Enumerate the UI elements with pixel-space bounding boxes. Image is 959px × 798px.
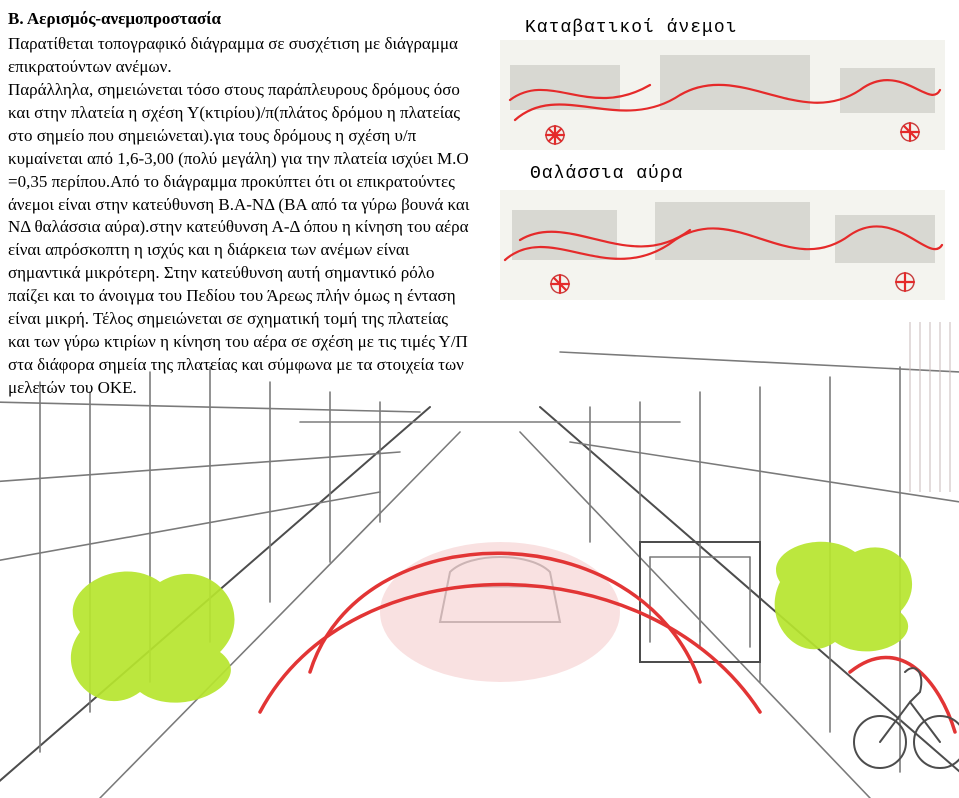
- diagram-thalassia: [500, 190, 945, 300]
- diagram-katavatikoi: [500, 40, 945, 150]
- label-katavatikoi: Καταβατικοί άνεμοι: [525, 18, 737, 38]
- label-thalassia: Θαλάσσια αύρα: [530, 164, 683, 184]
- diagram-katavatikoi-svg: [500, 40, 945, 150]
- diagram-thalassia-svg: [500, 190, 945, 300]
- section-heading: Β. Αερισμός-ανεμοπροστασία: [8, 8, 473, 31]
- body-paragraph: Παρατίθεται τοπογραφικό διάγραμμα σε συσ…: [8, 33, 473, 400]
- text-column: Β. Αερισμός-ανεμοπροστασία Παρατίθεται τ…: [8, 8, 473, 400]
